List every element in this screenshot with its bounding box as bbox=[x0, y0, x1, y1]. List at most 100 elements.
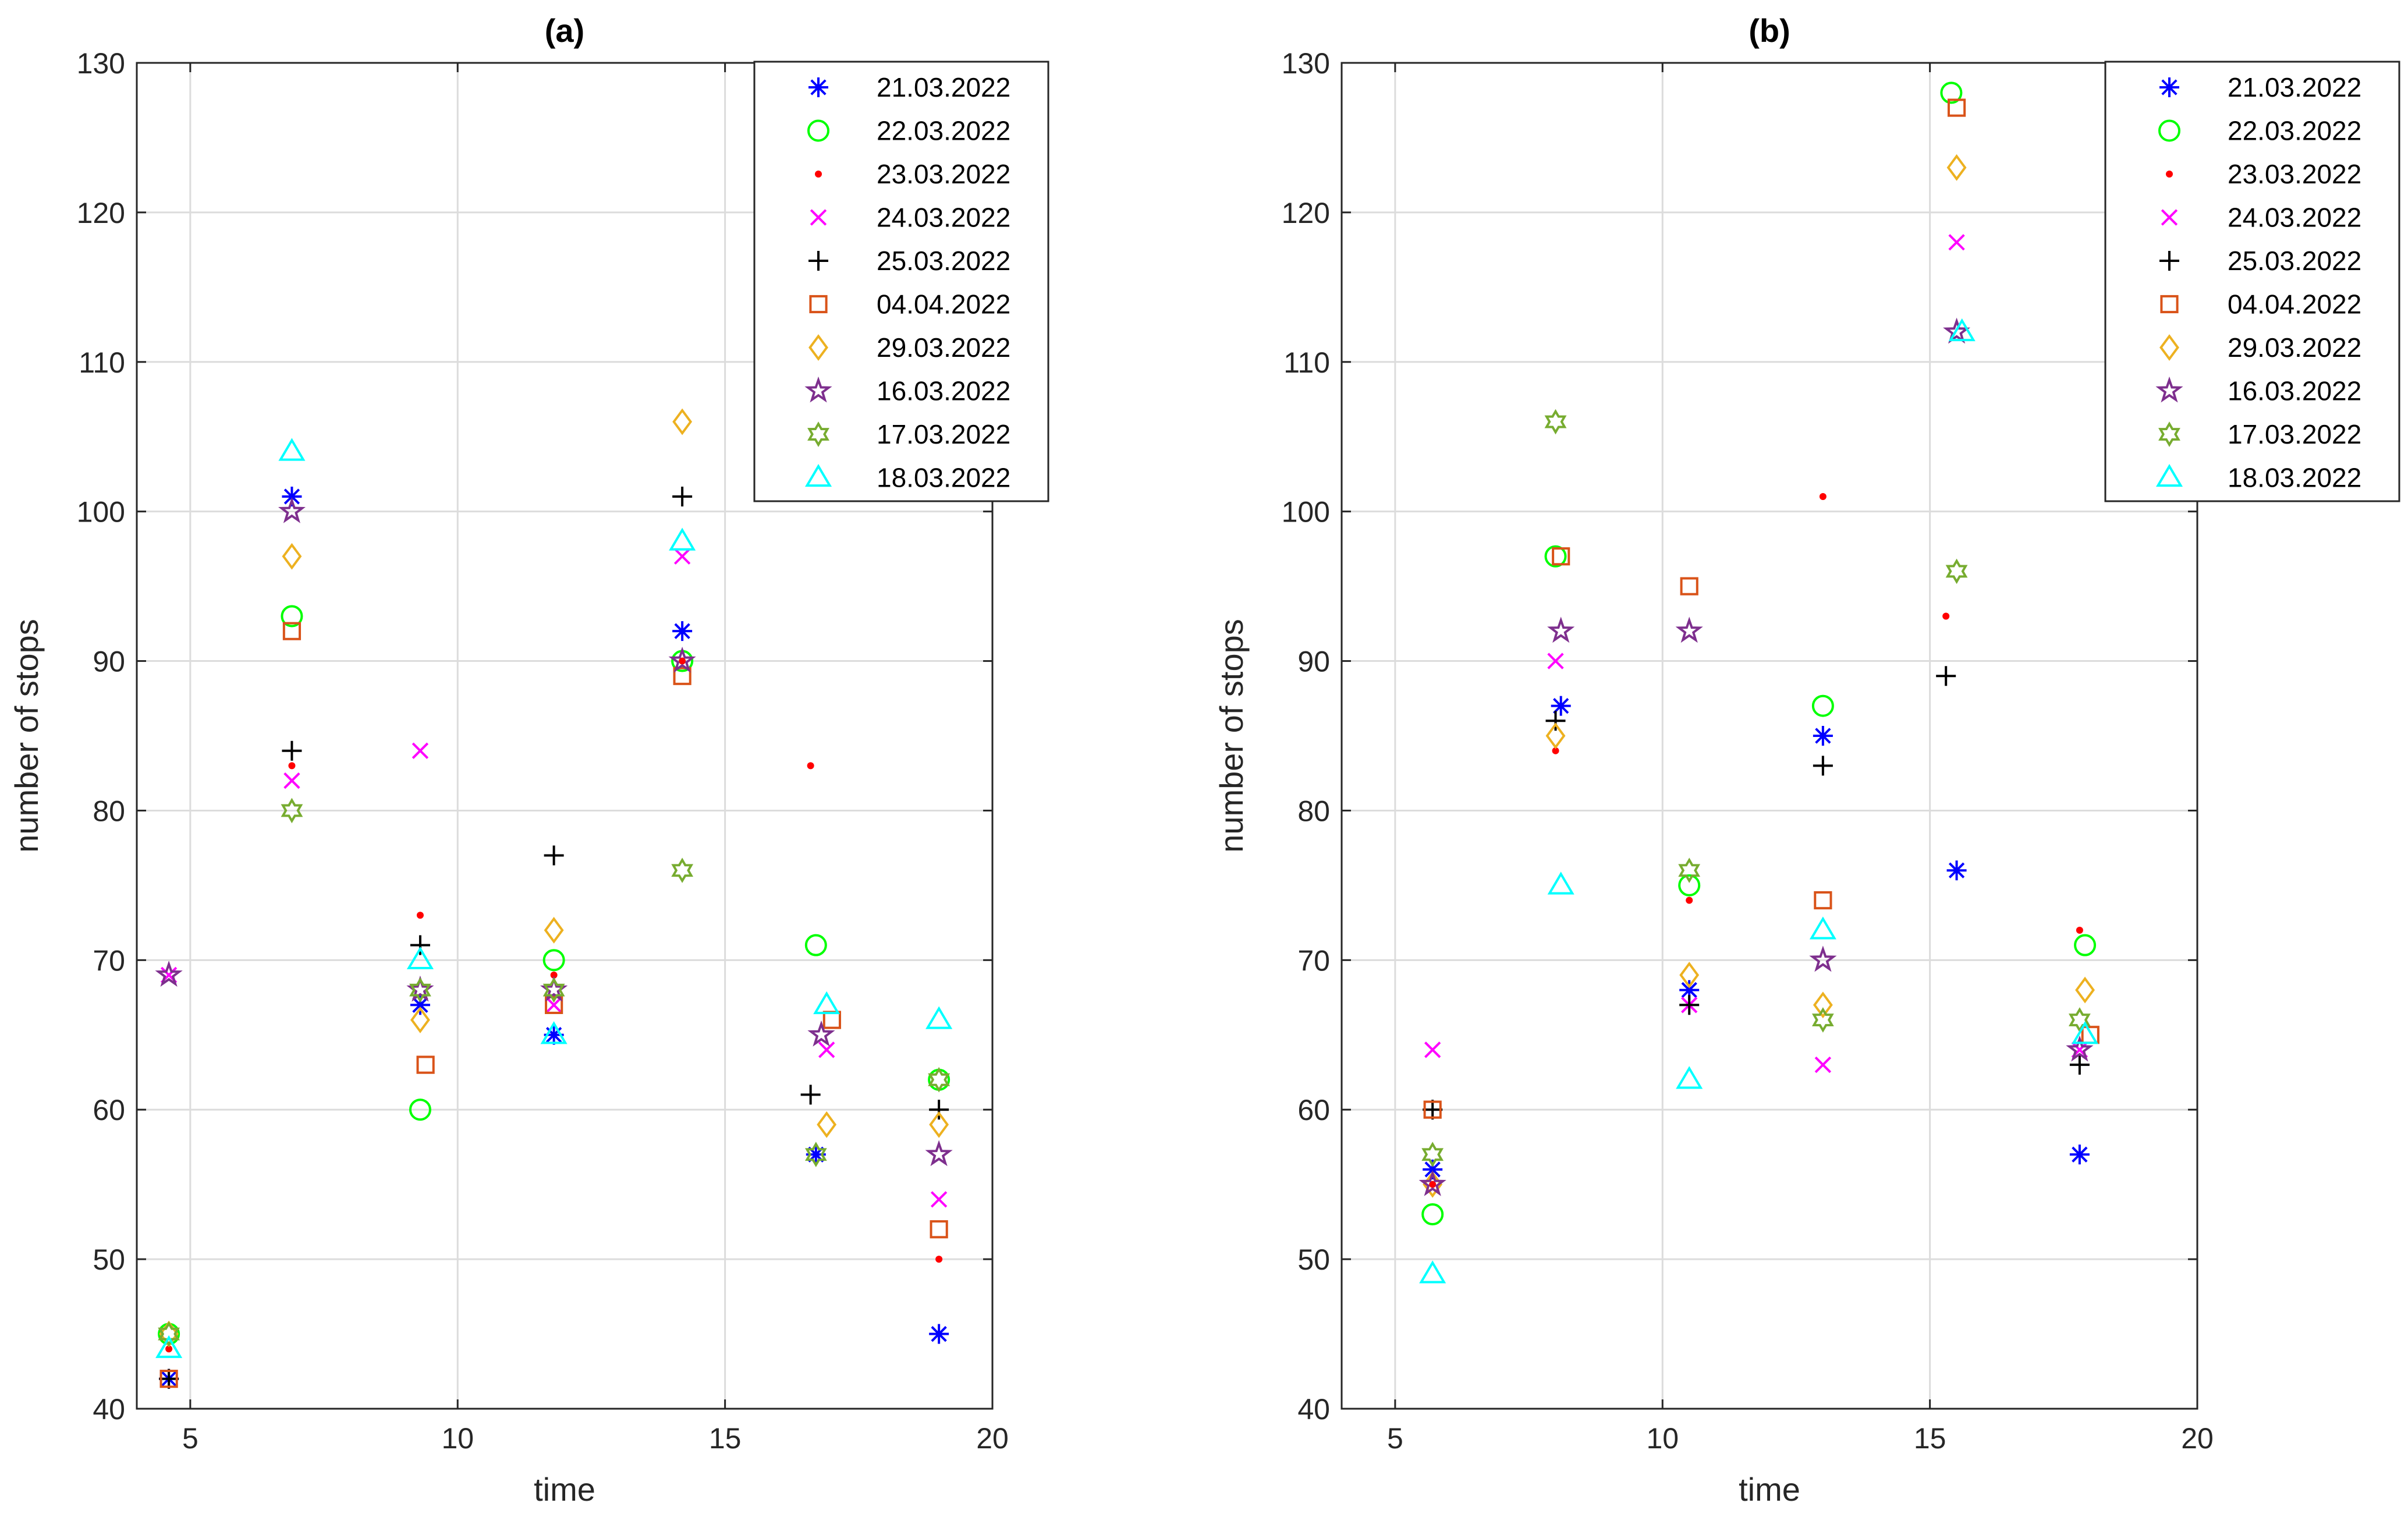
legend-label: 23.03.2022 bbox=[2228, 159, 2361, 189]
series-18.03.2022 bbox=[1419, 318, 2099, 1284]
data-point bbox=[544, 1025, 564, 1045]
axes-box bbox=[136, 62, 994, 1410]
legend-marker bbox=[2159, 251, 2179, 271]
data-point bbox=[1552, 547, 1570, 566]
series-23.03.2022 bbox=[165, 657, 943, 1353]
y-axis-label: number of stops bbox=[8, 619, 45, 853]
data-point bbox=[2075, 976, 2095, 1004]
data-point bbox=[1811, 1007, 1834, 1033]
y-tick-label: 50 bbox=[1297, 1243, 1330, 1276]
x-tick-label: 10 bbox=[441, 1422, 474, 1455]
data-point bbox=[930, 1220, 948, 1239]
legend-marker bbox=[809, 295, 828, 314]
data-point bbox=[806, 1144, 826, 1165]
series-16.03.2022 bbox=[1418, 317, 2094, 1196]
data-point bbox=[929, 1324, 949, 1344]
data-point bbox=[1545, 711, 1566, 731]
data-point bbox=[282, 740, 302, 761]
data-point bbox=[1678, 874, 1701, 896]
legend-marker bbox=[810, 209, 827, 226]
data-point bbox=[1813, 991, 1833, 1019]
data-point bbox=[542, 977, 565, 1003]
data-point bbox=[409, 977, 431, 1003]
data-point bbox=[669, 527, 696, 551]
data-point bbox=[1423, 1100, 1442, 1119]
data-point bbox=[672, 486, 693, 506]
series-21.03.2022 bbox=[1423, 696, 2090, 1179]
x-tick-label: 15 bbox=[1914, 1422, 1946, 1455]
legend-marker bbox=[2158, 119, 2180, 142]
data-point bbox=[813, 991, 841, 1015]
series-17.03.2022 bbox=[158, 798, 951, 1347]
y-tick-label: 70 bbox=[1297, 944, 1330, 977]
data-point bbox=[1945, 558, 1968, 584]
data-point bbox=[1678, 857, 1701, 883]
data-point bbox=[155, 960, 183, 987]
x-tick-label: 5 bbox=[1387, 1422, 1403, 1455]
data-point bbox=[545, 997, 562, 1013]
legend-label: 18.03.2022 bbox=[877, 463, 1010, 493]
legend-marker bbox=[2155, 464, 2183, 487]
y-tick-label: 60 bbox=[93, 1094, 125, 1126]
data-point bbox=[817, 1111, 837, 1138]
data-point bbox=[1940, 81, 1963, 104]
data-point bbox=[1547, 616, 1575, 643]
data-point bbox=[1547, 653, 1564, 669]
data-point bbox=[1675, 616, 1703, 643]
y-tick-label: 120 bbox=[77, 197, 125, 229]
legend-label: 17.03.2022 bbox=[2228, 419, 2361, 449]
data-point bbox=[1947, 98, 1966, 117]
data-point bbox=[416, 1055, 435, 1074]
data-point bbox=[2076, 926, 2083, 934]
data-point bbox=[1421, 1142, 1444, 1168]
data-point bbox=[1679, 962, 1700, 988]
legend-label: 16.03.2022 bbox=[2228, 376, 2361, 406]
series-22.03.2022 bbox=[1421, 81, 2097, 1226]
y-tick-label: 110 bbox=[79, 346, 125, 379]
x-tick-label: 5 bbox=[182, 1422, 198, 1455]
series-16.03.2022 bbox=[155, 497, 953, 1167]
legend-marker bbox=[2166, 171, 2173, 178]
data-point bbox=[1552, 747, 1559, 754]
legend-marker bbox=[804, 464, 832, 487]
legend-label: 22.03.2022 bbox=[2228, 116, 2361, 146]
data-point bbox=[1936, 666, 1956, 686]
y-tick-label: 110 bbox=[1283, 346, 1330, 379]
data-point bbox=[416, 912, 424, 919]
series-04.04.2022 bbox=[159, 622, 948, 1388]
data-point bbox=[1942, 612, 1950, 620]
legend-marker bbox=[815, 171, 822, 178]
legend-label: 22.03.2022 bbox=[877, 116, 1010, 146]
chart-panel-a: 5 10 15 20 40 50 60 70 80 90 100 110 120 130 (a) time nu… bbox=[8, 12, 1049, 1508]
data-point bbox=[2074, 934, 2097, 956]
data-point bbox=[1809, 916, 1836, 940]
series-24.03.2022 bbox=[1424, 234, 2088, 1073]
data-point bbox=[158, 1321, 180, 1347]
legend-label: 24.03.2022 bbox=[2228, 203, 2361, 233]
legend-marker bbox=[2161, 209, 2178, 226]
x-tick-label: 15 bbox=[709, 1422, 742, 1455]
x-tick-label: 20 bbox=[976, 1422, 1009, 1455]
data-point bbox=[544, 845, 564, 866]
data-point bbox=[282, 543, 302, 570]
series-21.03.2022 bbox=[159, 486, 949, 1389]
data-point bbox=[672, 408, 693, 435]
y-tick-label: 40 bbox=[93, 1393, 125, 1426]
data-point bbox=[1814, 891, 1832, 910]
data-point bbox=[282, 486, 302, 506]
legend-label: 04.04.2022 bbox=[2228, 289, 2361, 320]
data-point bbox=[930, 1191, 948, 1208]
data-point bbox=[1423, 1100, 1443, 1120]
y-tick-label: 40 bbox=[1297, 1393, 1330, 1426]
data-point bbox=[671, 857, 694, 883]
legend-label: 16.03.2022 bbox=[877, 376, 1010, 406]
y-tick-label: 90 bbox=[1297, 646, 1330, 678]
legend-label: 29.03.2022 bbox=[877, 332, 1010, 363]
data-point bbox=[822, 1011, 841, 1029]
legend-label: 18.03.2022 bbox=[2228, 463, 2361, 493]
data-point bbox=[929, 1100, 949, 1120]
data-point bbox=[1943, 317, 1971, 344]
data-point bbox=[1948, 318, 1976, 342]
y-tick-label: 80 bbox=[1297, 795, 1330, 827]
legend-marker bbox=[804, 376, 832, 403]
